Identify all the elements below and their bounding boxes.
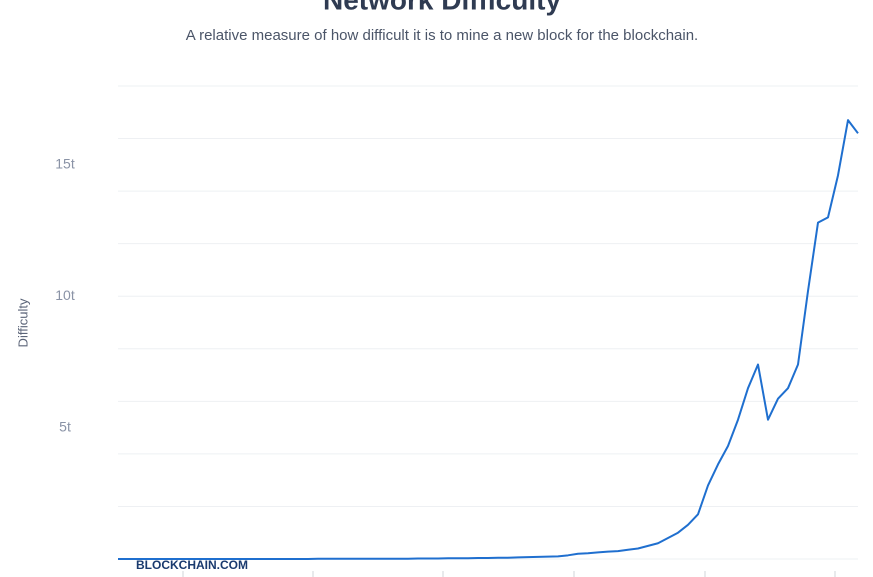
y-tick-label: 15t [55, 156, 75, 172]
watermark: BLOCKCHAIN.COM [136, 558, 248, 572]
y-tick-label: 5t [59, 418, 71, 434]
chart-title: Network Difficulty [323, 0, 561, 15]
y-axis-label: Difficulty [15, 298, 30, 347]
y-tick-label: 10t [55, 287, 75, 303]
chart-subtitle: A relative measure of how difficult it i… [186, 27, 698, 44]
x-axis-ticks [182, 571, 836, 577]
data-line [118, 119, 859, 560]
